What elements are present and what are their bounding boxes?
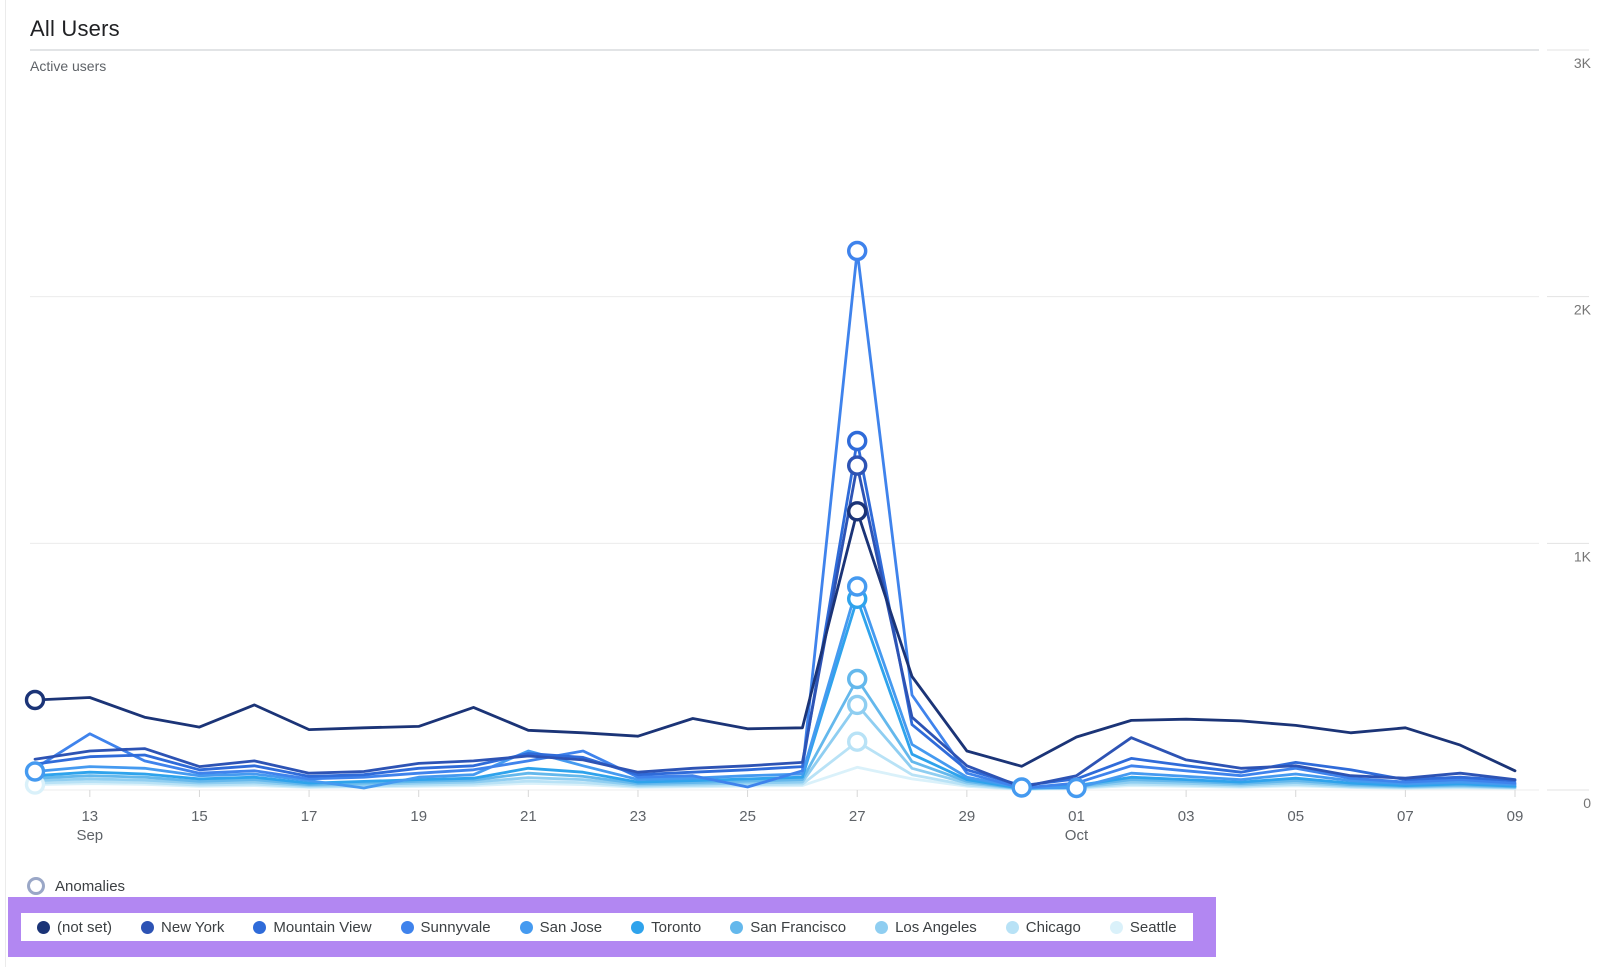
legend-dot-icon [141,920,155,934]
legend-item-label: (not set) [57,918,113,936]
legend-item-seattle[interactable]: Seattle [1109,918,1177,936]
y-axis-label: 0 [1583,795,1591,811]
x-axis-label: 17 [301,808,318,825]
legend-item-sunnyvale[interactable]: Sunnyvale [400,918,491,936]
legend-dot-icon [631,920,645,934]
x-axis-label: 19 [410,808,427,825]
legend-item-san-francisco[interactable]: San Francisco [730,919,846,936]
legend-dot-icon [875,920,889,934]
series-line [33,509,1517,773]
legend-item-label: Mountain View [273,918,372,936]
legend-item-toronto[interactable]: Toronto [631,919,701,936]
legend-dot-icon [37,920,50,934]
anomaly-marker[interactable] [847,694,868,716]
legend-item-mountain-view[interactable]: Mountain View [253,918,372,936]
x-axis-label: 07 [1397,808,1414,825]
anomalies-legend: Anomalies [27,877,125,895]
x-axis-label: 05 [1287,808,1304,825]
legend-dot-icon [400,920,414,934]
legend-item-label: Los Angeles [895,918,977,936]
anomaly-marker[interactable] [847,731,868,752]
legend-item-label: San Jose [539,918,603,936]
anomaly-marker[interactable] [1066,777,1087,799]
x-axis-label: 13 [81,808,98,825]
legend-item-label: San Francisco [750,918,847,936]
anomaly-marker[interactable] [847,455,868,476]
legend-item-label: Seattle [1129,918,1177,936]
y-axis-label: 1K [1574,548,1592,564]
legend-item--not-set-[interactable]: (not set) [37,919,112,936]
legend-item-label: Chicago [1025,918,1081,936]
legend-item-label: Sunnyvale [420,918,491,936]
legend-highlight: (not set) New York Mountain View Sunnyvale S… [8,897,1216,957]
legend-item-chicago[interactable]: Chicago [1005,918,1081,936]
anomaly-ring-icon [27,877,45,895]
x-axis-label: 27 [849,808,866,825]
anomaly-marker[interactable] [847,240,868,262]
legend-item-new-york[interactable]: New York [141,919,224,936]
x-axis-label: 25 [739,808,756,825]
legend-dot-icon [519,920,533,934]
anomaly-marker[interactable] [847,430,868,452]
legend-dot-icon [730,920,744,934]
y-axis-label: 2K [1574,302,1592,318]
series-line [33,249,1517,790]
x-axis-label: 03 [1178,808,1195,825]
x-axis-label: 15 [191,808,208,825]
series-line [33,464,1517,789]
city-legend: (not set) New York Mountain View Sunnyvale S… [21,913,1193,941]
series-line [33,585,1517,790]
x-axis-label: 09 [1507,808,1524,825]
legend-dot-icon [253,920,267,934]
legend-dot-icon [1109,920,1123,934]
anomaly-marker[interactable] [847,501,868,522]
series-line [33,703,1517,791]
legend-item-label: Toronto [651,918,702,936]
x-axis-label: 23 [630,808,647,825]
chart-subtitle: Active users [30,58,107,74]
series-line [33,439,1517,787]
anomaly-marker[interactable] [24,689,46,711]
anomaly-marker[interactable] [1011,777,1032,798]
anomaly-marker[interactable] [24,761,46,782]
legend-item-label: New York [161,918,225,936]
legend-item-los-angeles[interactable]: Los Angeles [875,919,977,936]
legend-dot-icon [1005,920,1019,934]
active-users-line-chart[interactable]: 3K 2K 1K 0 13 Sep 15 17 19 21 23 25 27 29 01 Oct 03 05 07 0… [0,0,1600,860]
page-title: All Users [30,16,120,41]
x-axis-label: 01 [1068,808,1085,825]
x-axis-month-label: Sep [76,827,103,844]
series-line [33,597,1517,790]
series-line [33,740,1517,791]
x-axis-month-label: Oct [1065,827,1089,844]
anomaly-marker[interactable] [847,576,868,597]
y-axis-label: 3K [1574,55,1592,71]
x-axis-label: 21 [520,808,537,825]
x-axis-label: 29 [959,808,976,825]
legend-item-san-jose[interactable]: San Jose [519,918,603,936]
anomalies-legend-label: Anomalies [55,877,126,895]
anomaly-marker[interactable] [847,668,868,690]
